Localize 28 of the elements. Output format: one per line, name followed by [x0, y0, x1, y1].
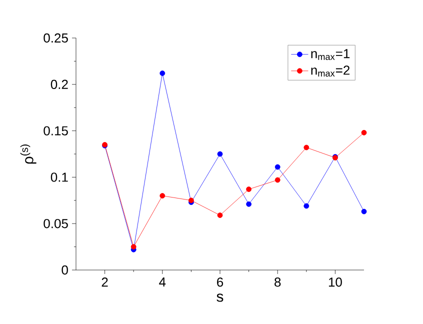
y-tick-label: 0.25 — [44, 33, 68, 43]
y-tick-label: 0.1 — [50, 172, 68, 182]
x-tick-label: 10 — [328, 278, 342, 287]
y-tick-label: 0.2 — [50, 80, 68, 89]
point — [217, 151, 223, 157]
point — [160, 193, 166, 198]
x-axis-title: s — [216, 294, 224, 302]
point — [160, 70, 166, 76]
y-tick-label: 0.15 — [44, 126, 68, 136]
point — [304, 203, 310, 209]
y-tick-label: 0 — [62, 265, 68, 275]
x-tick-label: 2 — [102, 278, 108, 287]
point — [274, 177, 280, 183]
point — [274, 164, 280, 170]
x-tick-label: 4 — [159, 278, 166, 286]
point — [130, 244, 136, 250]
point — [217, 212, 223, 218]
legend-label: n$_{max}$=2 — [311, 66, 350, 77]
point — [361, 130, 367, 136]
point — [361, 208, 367, 214]
point — [246, 186, 252, 192]
point — [246, 201, 252, 207]
x-tick-label: 8 — [274, 278, 281, 287]
y-axis-title: ρ$^{(s)}$ — [20, 144, 36, 164]
legend-label: n$_{max}$=1 — [311, 49, 350, 60]
x-tick-label: 6 — [217, 278, 224, 287]
point — [304, 144, 310, 150]
y-tick-label: 0.05 — [44, 218, 68, 228]
